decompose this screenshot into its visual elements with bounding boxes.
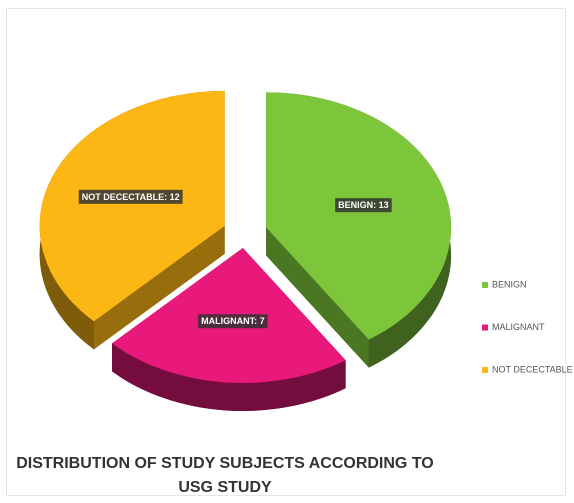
data-label: NOT DECECTABLE: 12: [82, 192, 180, 202]
legend-swatch: [482, 324, 488, 331]
data-label-box: [198, 314, 268, 329]
chart-title: DISTRIBUTION OF STUDY SUBJECTS ACCORDING…: [16, 455, 434, 496]
slice-side: [112, 343, 346, 411]
slice: [266, 92, 452, 340]
data-label-box: [335, 198, 392, 213]
legend-swatch: [482, 367, 488, 373]
data-label: MALIGNANT: 7: [201, 316, 265, 326]
data-label: BENIGN: 13: [338, 200, 389, 210]
legend-swatch: [482, 282, 488, 288]
legend-label: BENIGN: [492, 279, 527, 289]
legend-label: NOT DECECTABLE: [492, 364, 573, 374]
slice: [39, 90, 225, 322]
slice-side: [266, 227, 369, 368]
data-label-box: [78, 189, 183, 204]
chart-frame: [6, 8, 566, 496]
slice-side: [93, 225, 225, 350]
legend-label: MALIGNANT: [492, 322, 545, 332]
